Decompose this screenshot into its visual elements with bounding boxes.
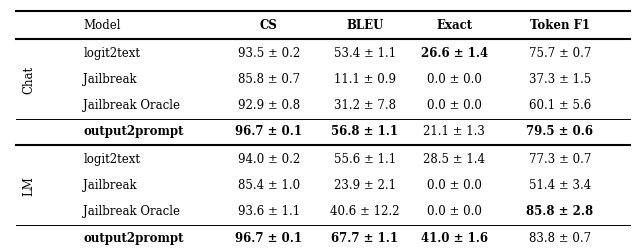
Text: 60.1 ± 5.6: 60.1 ± 5.6	[529, 99, 591, 112]
Text: 37.3 ± 1.5: 37.3 ± 1.5	[529, 73, 591, 86]
Text: Chat: Chat	[22, 65, 35, 94]
Text: 92.9 ± 0.8: 92.9 ± 0.8	[237, 99, 300, 112]
Text: 31.2 ± 7.8: 31.2 ± 7.8	[334, 99, 396, 112]
Text: 53.4 ± 1.1: 53.4 ± 1.1	[333, 47, 396, 60]
Text: 85.8 ± 0.7: 85.8 ± 0.7	[237, 73, 300, 86]
Text: 26.6 ± 1.4: 26.6 ± 1.4	[421, 47, 488, 60]
Text: 67.7 ± 1.1: 67.7 ± 1.1	[332, 232, 398, 245]
Text: logit2text: logit2text	[83, 47, 140, 60]
Text: Jailbreak: Jailbreak	[83, 73, 137, 86]
Text: Jailbreak Oracle: Jailbreak Oracle	[83, 206, 180, 218]
Text: output2prompt: output2prompt	[83, 232, 184, 245]
Text: 96.7 ± 0.1: 96.7 ± 0.1	[236, 126, 302, 138]
Text: Exact: Exact	[436, 19, 472, 32]
Text: 23.9 ± 2.1: 23.9 ± 2.1	[334, 179, 396, 192]
Text: 21.1 ± 1.3: 21.1 ± 1.3	[424, 126, 485, 138]
Text: 85.8 ± 2.8: 85.8 ± 2.8	[527, 206, 593, 218]
Text: Jailbreak Oracle: Jailbreak Oracle	[83, 99, 180, 112]
Text: CS: CS	[260, 19, 278, 32]
Text: BLEU: BLEU	[346, 19, 383, 32]
Text: 0.0 ± 0.0: 0.0 ± 0.0	[427, 99, 482, 112]
Text: 0.0 ± 0.0: 0.0 ± 0.0	[427, 73, 482, 86]
Text: LM: LM	[22, 176, 35, 196]
Text: Jailbreak: Jailbreak	[83, 179, 137, 192]
Text: 83.8 ± 0.7: 83.8 ± 0.7	[529, 232, 591, 245]
Text: Token F1: Token F1	[530, 19, 590, 32]
Text: 56.8 ± 1.1: 56.8 ± 1.1	[332, 126, 398, 138]
Text: 96.7 ± 0.1: 96.7 ± 0.1	[236, 232, 302, 245]
Text: 0.0 ± 0.0: 0.0 ± 0.0	[427, 179, 482, 192]
Text: 85.4 ± 1.0: 85.4 ± 1.0	[237, 179, 300, 192]
Text: Model: Model	[83, 19, 121, 32]
Text: 93.5 ± 0.2: 93.5 ± 0.2	[237, 47, 300, 60]
Text: 94.0 ± 0.2: 94.0 ± 0.2	[237, 153, 300, 166]
Text: 55.6 ± 1.1: 55.6 ± 1.1	[333, 153, 396, 166]
Text: 77.3 ± 0.7: 77.3 ± 0.7	[529, 153, 591, 166]
Text: logit2text: logit2text	[83, 153, 140, 166]
Text: 40.6 ± 12.2: 40.6 ± 12.2	[330, 206, 399, 218]
Text: 79.5 ± 0.6: 79.5 ± 0.6	[527, 126, 593, 138]
Text: 93.6 ± 1.1: 93.6 ± 1.1	[237, 206, 300, 218]
Text: 28.5 ± 1.4: 28.5 ± 1.4	[424, 153, 485, 166]
Text: 75.7 ± 0.7: 75.7 ± 0.7	[529, 47, 591, 60]
Text: output2prompt: output2prompt	[83, 126, 184, 138]
Text: 11.1 ± 0.9: 11.1 ± 0.9	[334, 73, 396, 86]
Text: 41.0 ± 1.6: 41.0 ± 1.6	[421, 232, 488, 245]
Text: 0.0 ± 0.0: 0.0 ± 0.0	[427, 206, 482, 218]
Text: 51.4 ± 3.4: 51.4 ± 3.4	[529, 179, 591, 192]
